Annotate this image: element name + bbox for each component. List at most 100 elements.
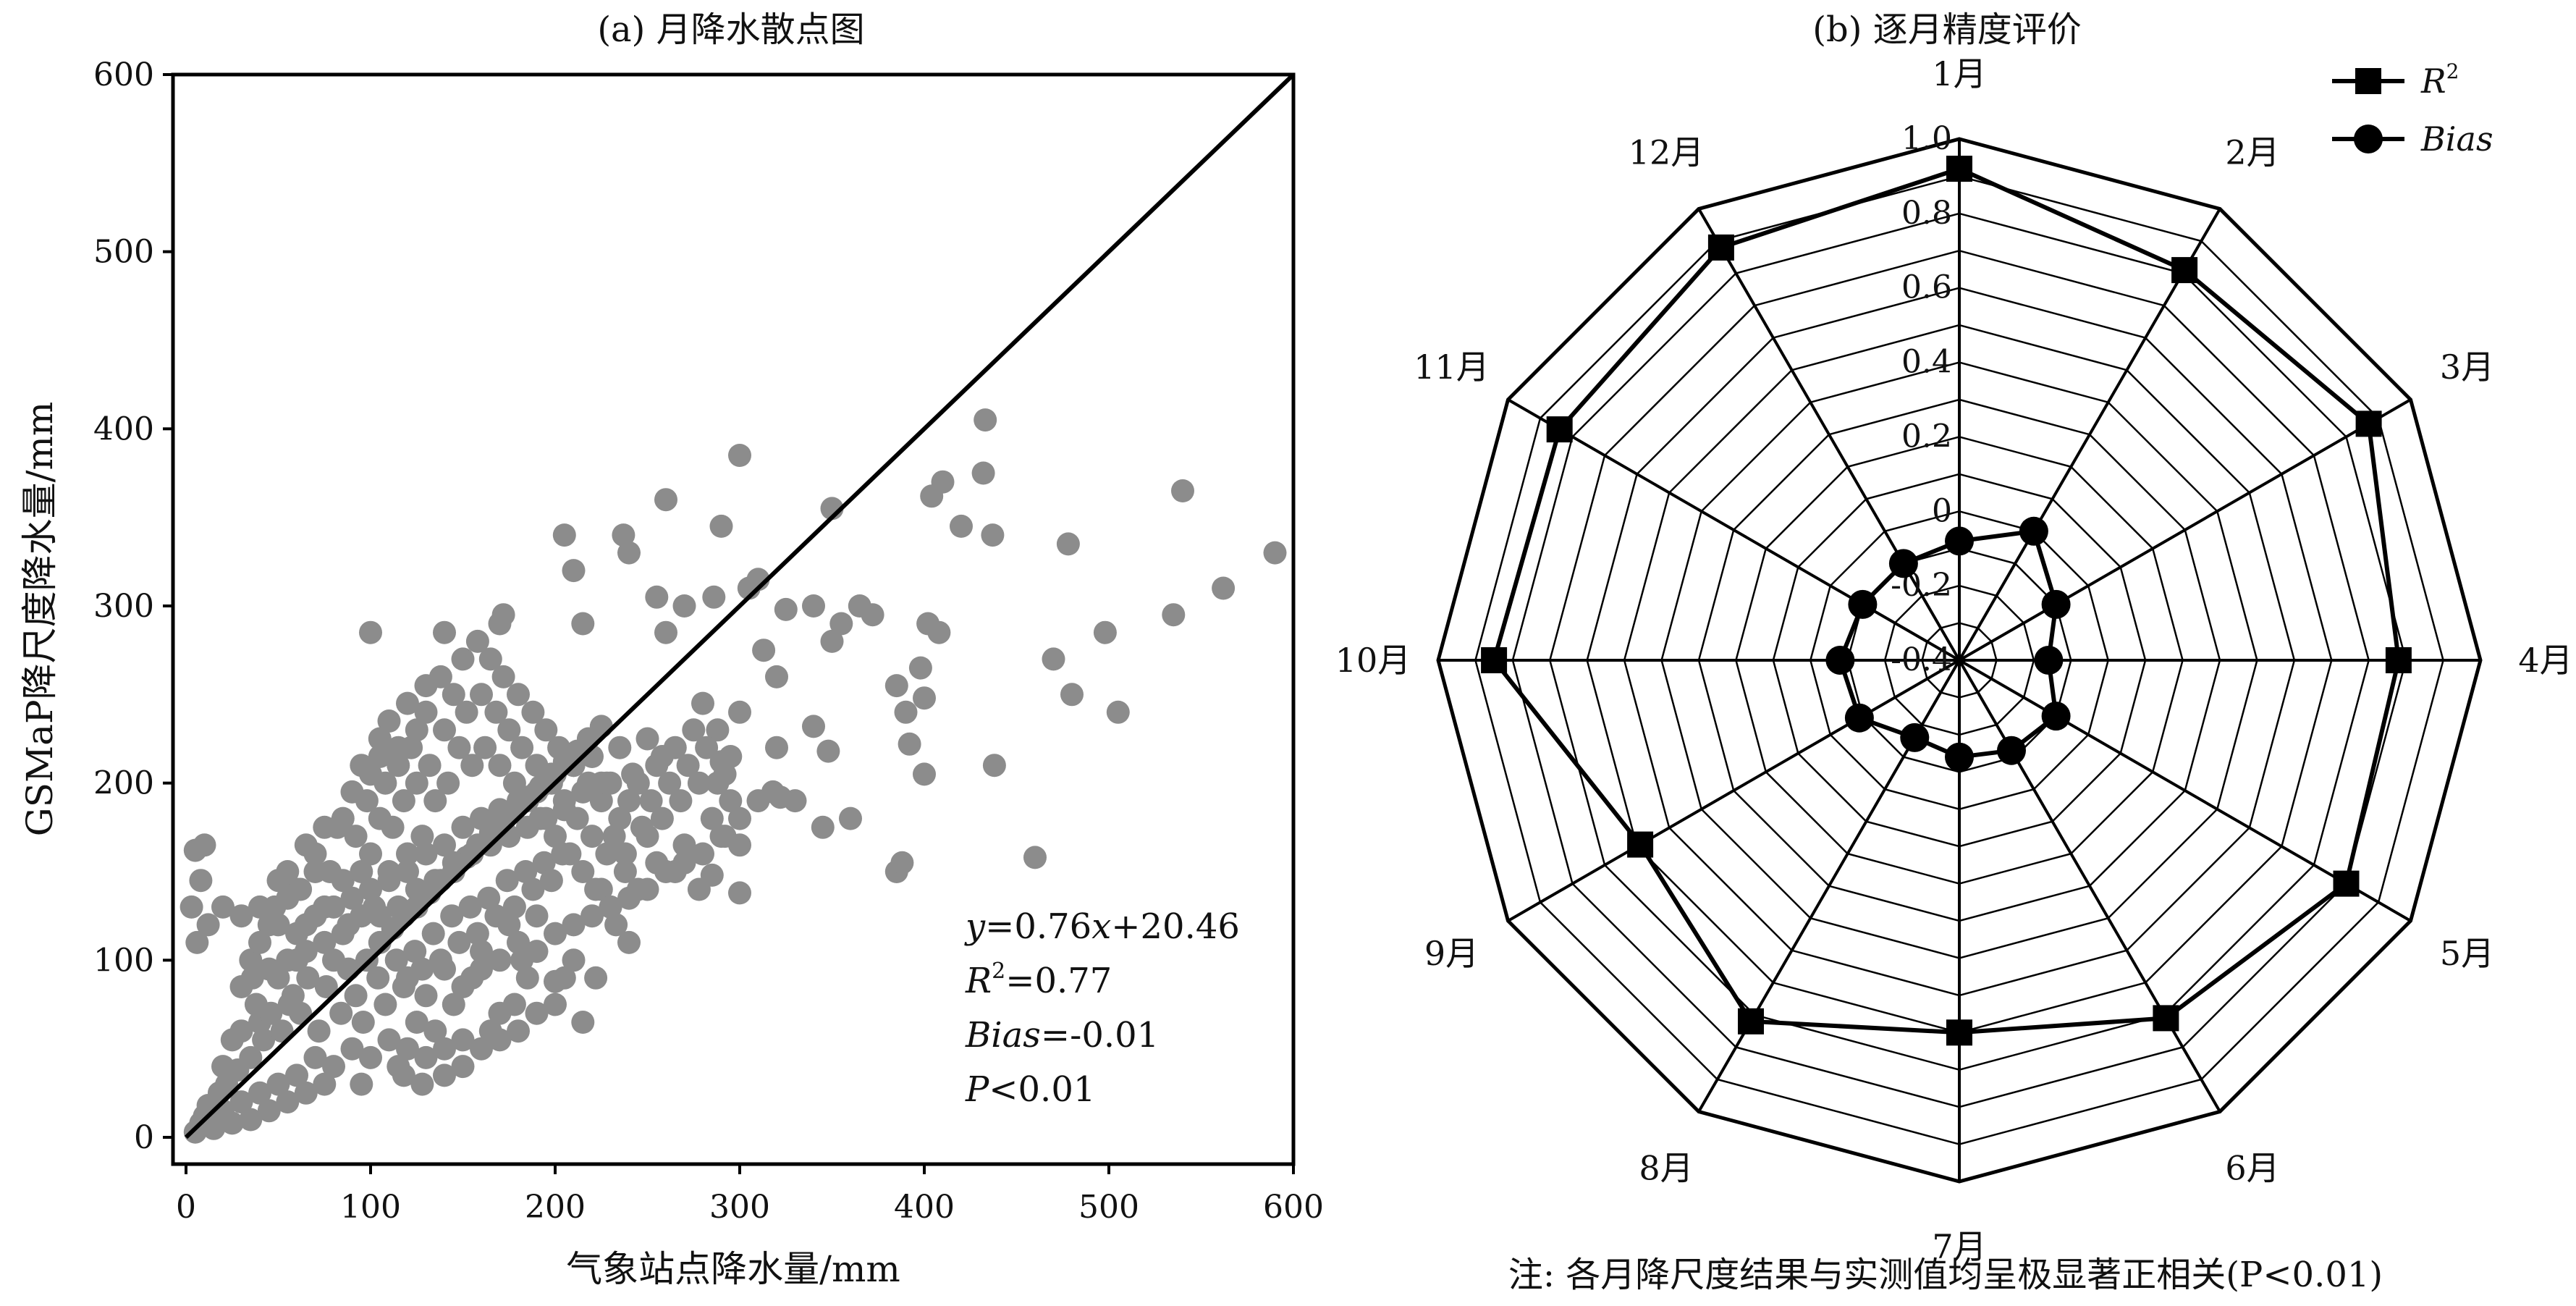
scatter-point — [635, 727, 659, 751]
scatter-point — [410, 825, 434, 848]
scatter-point — [639, 789, 663, 813]
scatter-point — [551, 842, 575, 866]
scatter-point — [381, 815, 405, 839]
scatter-point — [525, 904, 549, 928]
scatter-point — [239, 1045, 263, 1069]
scatter-point — [331, 806, 355, 830]
scatter-point — [196, 913, 220, 937]
scatter-point — [414, 984, 438, 1008]
r2-annotation: R2=0.77 — [965, 959, 1112, 1001]
scatter-point — [1162, 603, 1186, 627]
scatter-point — [477, 886, 501, 910]
scatter-point — [1060, 683, 1084, 707]
scatter-point — [816, 739, 840, 763]
radar-panel: (b) 逐月精度评价 1.00.80.60.40.20-0.2-0.4 1月2月… — [1335, 9, 2573, 1295]
scatter-point — [974, 408, 997, 432]
legend-r2-label: R2 — [2420, 59, 2459, 101]
scatter-point — [248, 930, 271, 954]
scatter-point — [1093, 620, 1117, 644]
radar-point-r2 — [1627, 831, 1654, 858]
scatter-point — [515, 815, 539, 839]
scatter-point — [672, 851, 696, 875]
scatter-point — [421, 922, 445, 945]
scatter-point — [728, 806, 751, 830]
radar-point-bias — [2041, 702, 2071, 731]
scatter-point — [470, 1037, 493, 1061]
scatter-point — [971, 461, 995, 485]
legend: R2 Bias — [2332, 59, 2493, 159]
scatter-point — [544, 969, 567, 993]
scatter-point — [507, 683, 530, 707]
scatter-point — [602, 825, 626, 848]
scatter-point — [331, 869, 355, 893]
radar-point-bias — [2034, 646, 2064, 675]
scatter-point — [451, 1055, 475, 1079]
radar-tick-label: 0.2 — [1901, 418, 1952, 455]
bias-annotation: Bias=-0.01 — [965, 1015, 1159, 1056]
scatter-point — [377, 709, 401, 733]
scatter-point — [387, 895, 410, 919]
scatter-point — [344, 825, 368, 848]
radar-spoke — [1507, 659, 1961, 922]
radar-point-r2 — [1946, 156, 1972, 182]
scatter-point — [495, 869, 519, 893]
y-tick-label: 100 — [93, 942, 154, 979]
radar-spoke — [1958, 398, 2412, 662]
scatter-point — [451, 647, 475, 671]
scatter-point — [765, 665, 788, 688]
scatter-point — [248, 895, 271, 919]
scatter-point — [350, 904, 373, 928]
scatter-point — [709, 825, 733, 848]
scatter-point — [691, 691, 714, 715]
scatter-point — [950, 514, 973, 538]
y-axis-label: GSMaP降尺度降水量/mm — [19, 402, 61, 837]
legend-bias-label: Bias — [2420, 119, 2493, 159]
scatter-point — [595, 771, 619, 795]
one-to-one-line — [184, 72, 1296, 1139]
scatter-point — [405, 771, 428, 795]
scatter-point — [442, 683, 465, 707]
radar-spoke — [1958, 659, 2221, 1113]
radar-tick-label: 0 — [1932, 492, 1952, 529]
scatter-point — [460, 754, 484, 778]
scatter-point — [562, 913, 586, 937]
x-tick-label: 200 — [525, 1189, 586, 1226]
scatter-point — [700, 863, 724, 887]
scatter-point — [695, 736, 719, 759]
scatter-point — [465, 922, 489, 945]
p-annotation: P<0.01 — [965, 1069, 1095, 1110]
radar-point-r2 — [1546, 416, 1573, 443]
radar-month-label: 10月 — [1335, 641, 1411, 680]
scatter-point — [294, 940, 318, 964]
scatter-point — [617, 930, 641, 954]
scatter-point — [473, 736, 497, 759]
y-tick-label: 300 — [93, 588, 154, 625]
scatter-point — [488, 948, 512, 972]
scatter-point — [802, 715, 825, 738]
scatter-point — [521, 700, 545, 724]
scatter-point — [303, 1045, 327, 1069]
scatter-point — [544, 825, 567, 848]
scatter-point — [340, 1037, 364, 1061]
scatter-point — [414, 700, 438, 724]
scatter-point — [539, 869, 563, 893]
scatter-point — [410, 1072, 434, 1096]
scatter-point — [405, 718, 428, 742]
scatter-point — [709, 514, 733, 538]
radar-point-r2 — [1707, 234, 1734, 261]
scatter-point — [377, 1028, 401, 1052]
scatter-point — [313, 930, 337, 954]
scatter-point — [239, 948, 263, 972]
radar-series — [1481, 156, 2412, 1046]
scatter-point — [442, 993, 465, 1016]
scatter-point — [211, 1055, 235, 1079]
scatter-point — [396, 691, 419, 715]
scatter-point — [1023, 846, 1047, 869]
radar-point-bias — [1825, 646, 1855, 675]
scatter-point — [322, 1055, 345, 1079]
radar-radial-ticks: 1.00.80.60.40.20-0.2-0.4 — [1891, 120, 1952, 678]
radar-tick-label: 0.4 — [1901, 344, 1952, 381]
radar-month-label: 9月 — [1424, 934, 1479, 973]
scatter-point — [470, 940, 493, 964]
scatter-point — [890, 851, 914, 875]
